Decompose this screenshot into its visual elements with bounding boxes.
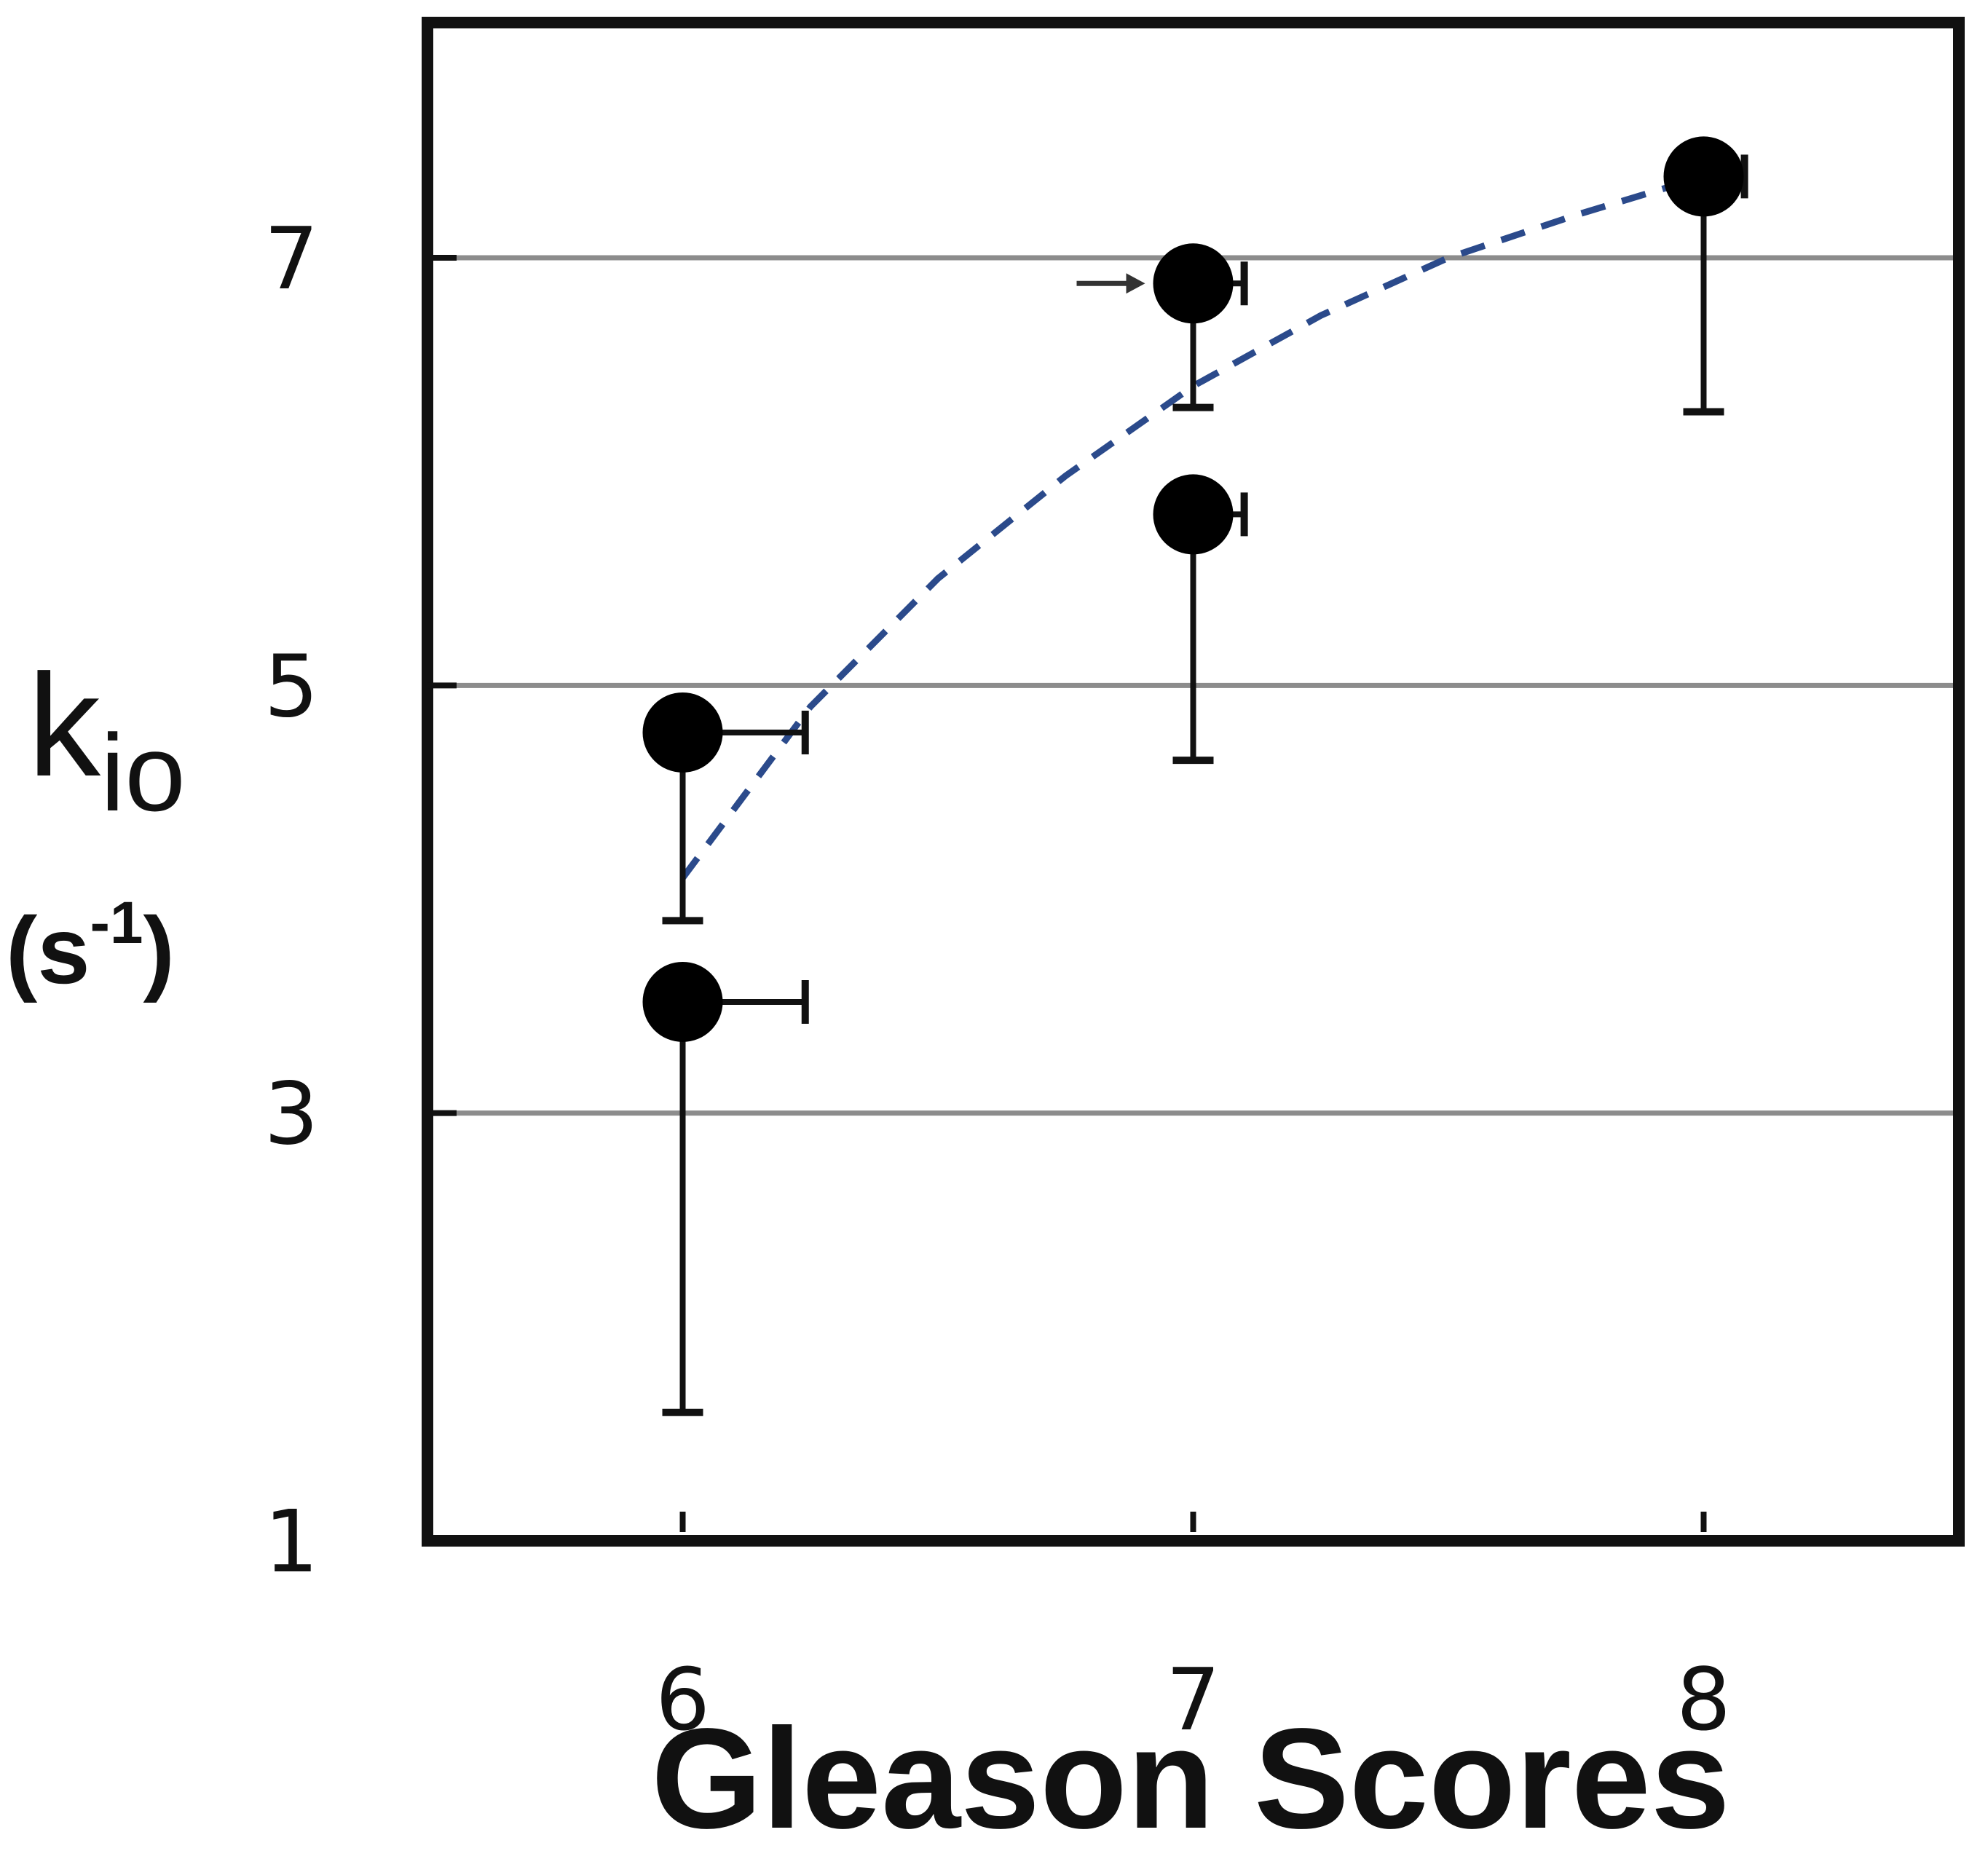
y-tick-label-3: 3: [264, 1064, 318, 1164]
x-tick-label-7: 7: [1166, 1649, 1220, 1750]
data-point-0: [642, 692, 723, 773]
y-tick-label-5: 5: [264, 636, 318, 736]
data-point-2: [1153, 243, 1234, 324]
y-axis-unit-superscript: -1: [90, 890, 143, 956]
x-axis-title: Gleason Scores: [651, 1699, 1730, 1858]
y-axis-unit-close: ): [143, 897, 175, 1003]
data-points: [642, 136, 1744, 1042]
arrow-head-icon: [1126, 273, 1145, 294]
x-axis-ticks: 6 7 8: [655, 1512, 1731, 1750]
trend-line: [679, 173, 1705, 880]
trend-line-group: [679, 173, 1705, 880]
data-point-3: [1153, 474, 1234, 555]
y-axis-unit: (s: [6, 897, 90, 1003]
svg-text:(s-1): (s-1): [6, 890, 175, 1003]
y-axis-symbol: k: [28, 644, 101, 807]
y-tick-label-1: 1: [264, 1491, 318, 1592]
y-axis-subscript: io: [100, 711, 186, 834]
y-tick-label-7: 7: [264, 208, 318, 309]
svg-text:kio: kio: [28, 644, 186, 834]
data-point-1: [642, 961, 723, 1042]
y-axis-ticks: 1 3 5 7: [264, 208, 457, 1592]
x-tick-label-8: 8: [1676, 1649, 1731, 1750]
y-axis-title: kio (s-1): [6, 644, 186, 1003]
x-tick-label-6: 6: [655, 1649, 710, 1750]
plot-frame: [422, 17, 1965, 1547]
error-bars: [662, 154, 1748, 1416]
data-point-4: [1663, 136, 1744, 217]
